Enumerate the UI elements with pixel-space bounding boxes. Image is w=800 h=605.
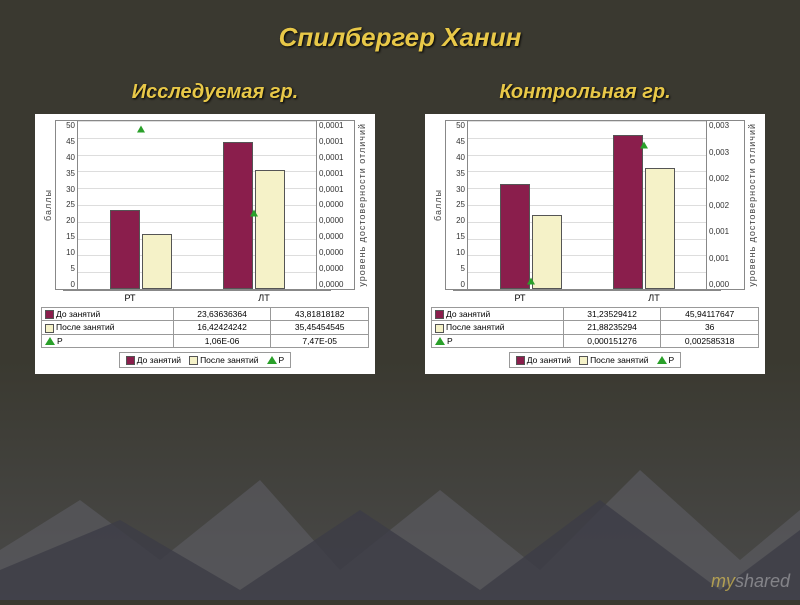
p-marker [527, 277, 535, 284]
chart-left: баллы051015202530354045500,00000,00000,0… [35, 114, 375, 374]
bar [500, 184, 530, 289]
chart-right: баллы051015202530354045500,0000,0010,001… [425, 114, 765, 374]
bar [645, 168, 675, 289]
legend-item: P [267, 355, 285, 365]
subtitles-row: Исследуемая гр. Контрольная гр. [0, 81, 800, 104]
bar [255, 170, 285, 289]
subtitle-left: Исследуемая гр. [45, 81, 385, 104]
bar [223, 142, 253, 289]
legend-item: После занятий [579, 355, 648, 365]
chart-data-table: До занятий31,2352941245,94117647После за… [431, 307, 759, 348]
p-marker [640, 141, 648, 148]
chart-legend: До занятий После занятий P [119, 352, 291, 368]
charts-row: баллы051015202530354045500,00000,00000,0… [0, 104, 800, 374]
x-category: ЛТ [197, 290, 331, 303]
slide-title: Спилбергер Ханин [0, 0, 800, 53]
x-category: ЛТ [587, 290, 721, 303]
y-axis-label-left: баллы [41, 189, 55, 221]
table-row: До занятий31,2352941245,94117647 [432, 308, 759, 321]
background-mountains [0, 440, 800, 600]
table-row: До занятий23,6363636443,81818182 [42, 308, 369, 321]
legend-item: До занятий [126, 355, 181, 365]
x-category: РТ [63, 290, 197, 303]
chart-legend: До занятий После занятий P [509, 352, 681, 368]
legend-item: P [657, 355, 675, 365]
subtitle-right: Контрольная гр. [415, 81, 755, 104]
y-axis-label-right: уровень достоверности отличий [355, 123, 369, 287]
p-marker [250, 210, 258, 217]
watermark-part-a: my [711, 571, 735, 591]
table-row: P0,0001512760,002585318 [432, 334, 759, 347]
legend-item: До занятий [516, 355, 571, 365]
bar [142, 234, 172, 289]
bar [110, 210, 140, 289]
bar [532, 215, 562, 289]
chart-data-table: До занятий23,6363636443,81818182После за… [41, 307, 369, 348]
watermark: myshared [711, 571, 790, 592]
p-marker [137, 126, 145, 133]
y-axis-label-left: баллы [431, 189, 445, 221]
y-axis-label-right: уровень достоверности отличий [745, 123, 759, 287]
legend-item: После занятий [189, 355, 258, 365]
watermark-part-b: shared [735, 571, 790, 591]
table-row: После занятий21,8823529436 [432, 321, 759, 334]
x-category: РТ [453, 290, 587, 303]
bar [613, 135, 643, 289]
table-row: P1,06E-067,47E-05 [42, 334, 369, 347]
table-row: После занятий16,4242424235,45454545 [42, 321, 369, 334]
